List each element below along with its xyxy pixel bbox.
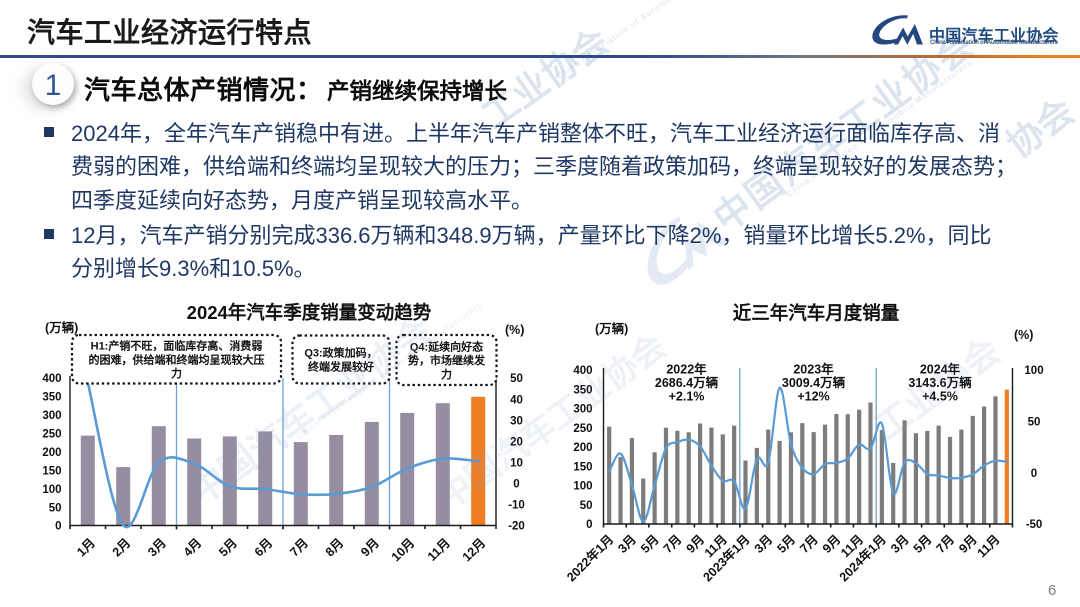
svg-text:(%): (%) [505, 323, 524, 337]
svg-text:50: 50 [580, 500, 593, 512]
svg-text:终端发展较好: 终端发展较好 [308, 360, 374, 374]
svg-text:5月: 5月 [911, 532, 935, 556]
svg-text:100: 100 [1024, 365, 1043, 377]
svg-text:11月: 11月 [975, 532, 1003, 560]
svg-text:4月: 4月 [181, 536, 205, 560]
svg-text:250: 250 [573, 423, 592, 435]
svg-text:5月: 5月 [216, 536, 240, 560]
svg-text:(%): (%) [1014, 328, 1033, 342]
svg-text:3月: 3月 [145, 536, 169, 560]
svg-text:势，市场继续发: 势，市场继续发 [408, 353, 486, 367]
svg-text:5月: 5月 [638, 532, 662, 556]
svg-text:+12%: +12% [797, 389, 829, 403]
svg-text:7月: 7月 [797, 532, 821, 556]
svg-text:100: 100 [573, 481, 592, 493]
svg-text:350: 350 [573, 384, 592, 396]
svg-text:(万辆): (万辆) [45, 320, 78, 335]
svg-text:2022年1月: 2022年1月 [563, 532, 616, 585]
svg-text:2022年: 2022年 [666, 362, 707, 377]
svg-text:5月: 5月 [774, 532, 798, 556]
svg-text:7月: 7月 [287, 536, 311, 560]
svg-text:Q3:政策加码，: Q3:政策加码， [304, 346, 377, 360]
svg-text:2024年: 2024年 [920, 362, 961, 377]
svg-text:8月: 8月 [323, 536, 347, 560]
svg-text:+4.5%: +4.5% [922, 389, 958, 403]
svg-text:2月: 2月 [110, 536, 134, 560]
svg-text:400: 400 [42, 373, 61, 385]
svg-text:200: 200 [573, 442, 592, 454]
svg-text:3143.6万辆: 3143.6万辆 [908, 375, 972, 390]
svg-text:12月: 12月 [460, 536, 489, 565]
svg-text:7月: 7月 [933, 532, 957, 556]
svg-text:0: 0 [513, 479, 519, 491]
svg-text:+2.1%: +2.1% [669, 389, 705, 403]
svg-text:力: 力 [171, 366, 182, 380]
svg-text:7月: 7月 [661, 532, 685, 556]
svg-text:3月: 3月 [752, 532, 776, 556]
svg-text:9月: 9月 [358, 536, 382, 560]
svg-text:50: 50 [49, 502, 62, 514]
svg-text:-50: -50 [1026, 519, 1043, 531]
svg-text:Q4:延续向好态: Q4:延续向好态 [410, 339, 483, 353]
svg-text:30: 30 [510, 415, 523, 427]
svg-text:3月: 3月 [615, 532, 639, 556]
svg-text:6月: 6月 [252, 536, 276, 560]
svg-text:2023年: 2023年 [793, 362, 834, 377]
svg-text:0: 0 [586, 519, 592, 531]
svg-text:50: 50 [510, 373, 523, 385]
svg-text:H1:产销不旺，面临库存高、消费弱: H1:产销不旺，面临库存高、消费弱 [91, 339, 263, 353]
svg-text:3009.4万辆: 3009.4万辆 [782, 375, 846, 390]
svg-text:(万辆): (万辆) [595, 321, 628, 336]
svg-text:400: 400 [573, 365, 592, 377]
svg-text:-10: -10 [508, 500, 525, 512]
svg-text:的困难，供给端和终端均呈现较大压: 的困难，供给端和终端均呈现较大压 [89, 352, 265, 366]
svg-text:300: 300 [573, 404, 592, 416]
svg-text:250: 250 [42, 429, 61, 441]
svg-text:20: 20 [510, 436, 523, 448]
svg-text:10月: 10月 [389, 536, 418, 565]
svg-text:100: 100 [42, 484, 61, 496]
svg-text:150: 150 [42, 465, 61, 477]
svg-text:力: 力 [441, 367, 452, 381]
svg-text:2686.4万辆: 2686.4万辆 [655, 375, 719, 390]
svg-text:2024年汽车季度销量变动趋势: 2024年汽车季度销量变动趋势 [187, 302, 432, 323]
svg-text:300: 300 [42, 410, 61, 422]
svg-text:-20: -20 [508, 521, 525, 533]
svg-text:3月: 3月 [888, 532, 912, 556]
svg-text:350: 350 [42, 392, 61, 404]
svg-text:0: 0 [1031, 468, 1037, 480]
svg-text:40: 40 [510, 394, 523, 406]
svg-text:200: 200 [42, 447, 61, 459]
svg-text:11月: 11月 [425, 536, 453, 564]
svg-text:1月: 1月 [74, 536, 98, 560]
svg-text:近三年汽车月度销量: 近三年汽车月度销量 [733, 303, 900, 324]
svg-text:50: 50 [1028, 417, 1041, 429]
svg-text:150: 150 [573, 461, 592, 473]
svg-text:0: 0 [55, 521, 61, 533]
svg-text:10: 10 [510, 458, 523, 470]
